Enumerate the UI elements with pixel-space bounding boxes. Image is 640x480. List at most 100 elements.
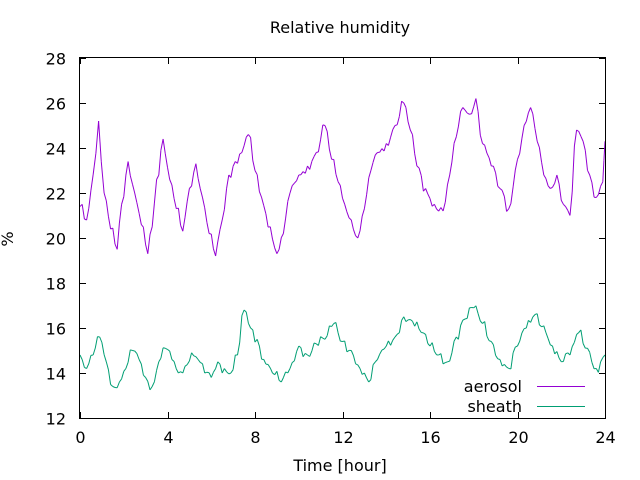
aerosol-line-segment — [98, 120, 102, 162]
sheath-line-segment — [267, 364, 271, 369]
aerosol-line-segment — [569, 192, 573, 216]
aerosol-line-segment — [208, 233, 212, 235]
aerosol-line-segment — [486, 152, 490, 159]
aerosol-line-segment — [219, 219, 223, 230]
aerosol-line-segment — [278, 237, 282, 250]
sheath-line-segment — [451, 341, 455, 353]
sheath-line-segment — [140, 363, 144, 376]
sheath-line-segment — [344, 340, 348, 352]
aerosol-line-segment — [602, 160, 605, 182]
aerosol-line-segment — [112, 228, 116, 245]
aerosol-line-segment — [245, 134, 249, 138]
aerosol-line-segment — [250, 137, 254, 161]
sheath-line-segment — [291, 360, 295, 363]
aerosol-line-segment — [326, 131, 330, 150]
aerosol-line-segment — [525, 112, 529, 122]
sheath-line-segment — [372, 361, 376, 366]
aerosol-line-segment — [471, 106, 475, 114]
sheath-line-segment — [219, 364, 223, 374]
sheath-line-segment — [346, 349, 350, 353]
aerosol-line-segment — [497, 185, 501, 189]
aerosol-line-segment — [105, 200, 109, 217]
sheath-line-segment — [530, 316, 534, 323]
sheath-line-segment — [121, 371, 125, 380]
aerosol-line-segment — [469, 113, 472, 115]
sheath-line-segment — [506, 366, 510, 369]
aerosol-line-segment — [527, 107, 532, 113]
aerosol-line-segment — [287, 192, 291, 202]
aerosol-line-segment — [95, 120, 100, 154]
aerosol-line-segment — [510, 186, 514, 204]
sheath-line-segment — [562, 353, 567, 362]
sheath-line-segment — [200, 361, 203, 365]
sheath-line-segment — [208, 372, 212, 378]
sheath-line-segment — [475, 305, 479, 314]
aerosol-line-segment — [545, 178, 549, 186]
aerosol-line-segment — [272, 238, 276, 249]
sheath-line-segment — [597, 361, 602, 373]
aerosol-line-segment — [116, 223, 120, 250]
aerosol-line-segment — [307, 165, 311, 170]
aerosol-line-segment — [311, 156, 315, 162]
aerosol-line-segment — [541, 162, 545, 176]
aerosol-line-segment — [191, 172, 195, 187]
sheath-line-segment — [243, 309, 247, 313]
aerosol-line-segment — [317, 139, 322, 152]
aerosol-line-segment — [127, 161, 131, 176]
sheath-line-segment — [322, 337, 326, 340]
aerosol-line-segment — [129, 175, 133, 185]
sheath-line-segment — [576, 332, 580, 335]
aerosol-line-segment — [197, 178, 201, 190]
sheath-line-segment — [186, 360, 190, 365]
y-tick-label: 16 — [46, 320, 66, 339]
sheath-line-segment — [204, 371, 208, 374]
aerosol-line-segment — [81, 204, 85, 220]
aerosol-line-segment — [558, 183, 562, 201]
sheath-line-segment — [335, 322, 339, 334]
series-layer — [79, 98, 606, 391]
y-tick-label: 28 — [46, 50, 66, 69]
y-tick-label: 12 — [46, 410, 66, 429]
sheath-line-segment — [158, 357, 162, 363]
aerosol-series — [79, 98, 606, 257]
x-axis-label: Time [hour] — [292, 456, 386, 475]
sheath-line-segment — [385, 340, 389, 347]
aerosol-line-segment — [132, 184, 136, 194]
aerosol-line-segment — [447, 174, 451, 185]
aerosol-line-segment — [256, 174, 260, 192]
aerosol-line-segment — [344, 204, 348, 213]
sheath-line-segment — [405, 319, 409, 322]
aerosol-line-segment — [186, 188, 190, 202]
aerosol-line-segment — [254, 170, 258, 175]
sheath-line-segment — [206, 371, 210, 374]
aerosol-line-segment — [162, 138, 166, 154]
aerosol-line-segment — [304, 165, 308, 174]
sheath-line-segment — [401, 316, 405, 321]
sheath-line-segment — [88, 355, 92, 364]
sheath-line-segment — [525, 320, 529, 329]
sheath-line-segment — [543, 325, 547, 333]
sheath-line-segment — [94, 336, 98, 349]
sheath-line-segment — [107, 369, 112, 385]
aerosol-line-segment — [412, 134, 416, 154]
aerosol-line-segment — [160, 138, 164, 151]
sheath-line-segment — [221, 368, 225, 374]
aerosol-line-segment — [322, 124, 326, 126]
aerosol-line-segment — [342, 198, 346, 205]
sheath-line-segment — [245, 312, 249, 324]
sheath-line-segment — [492, 344, 497, 356]
aerosol-line-segment — [230, 166, 234, 178]
legend-label-aerosol: aerosol — [464, 377, 522, 396]
sheath-line-segment — [390, 340, 394, 346]
aerosol-line-segment — [484, 145, 488, 154]
aerosol-line-segment — [243, 136, 247, 146]
sheath-line-segment — [600, 357, 604, 363]
sheath-line-segment — [298, 345, 302, 348]
aerosol-line-segment — [492, 165, 497, 173]
y-tick-label: 26 — [46, 95, 66, 114]
sheath-line-segment — [293, 351, 298, 361]
sheath-line-segment — [517, 340, 521, 347]
sheath-line-segment — [550, 344, 553, 347]
sheath-line-segment — [263, 359, 267, 365]
